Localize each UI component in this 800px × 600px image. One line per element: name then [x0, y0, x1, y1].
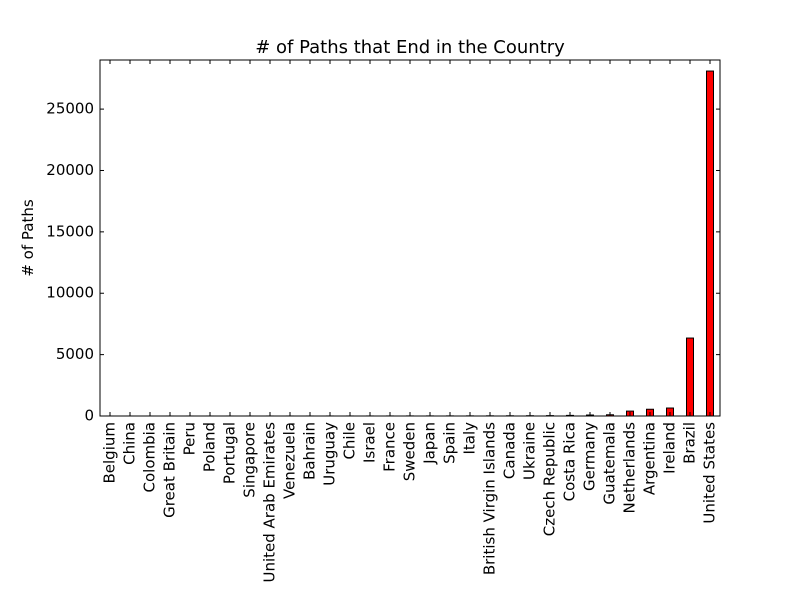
x-tick-label: Venezuela: [281, 422, 299, 499]
x-tick-label: Singapore: [241, 422, 259, 498]
tick-labels: Belgium China Colombia Great Britain Peru Pol…: [46, 100, 718, 583]
chart-title: # of Paths that End in the Country: [255, 37, 565, 58]
bar-brazil: [686, 337, 694, 417]
y-tick-label: 10000: [46, 284, 94, 302]
y-tick-label: 20000: [46, 161, 94, 179]
x-tick-label: Portugal: [221, 422, 239, 484]
x-tick-label: Guatemala: [601, 422, 619, 505]
x-tick-label: Japan: [421, 422, 439, 465]
x-tick-label: France: [381, 422, 399, 472]
x-tick-label: Poland: [201, 422, 219, 472]
x-tick-label: Ukraine: [521, 422, 539, 480]
x-tick-label: Colombia: [141, 422, 159, 493]
x-tick-label: Great Britain: [161, 422, 179, 518]
ticks: [100, 60, 720, 417]
y-tick-label: 0: [84, 407, 94, 425]
x-tick-label: Germany: [581, 422, 599, 491]
x-tick-label: Costa Rica: [561, 422, 579, 501]
x-tick-label: Spain: [441, 422, 459, 464]
x-tick-label: Czech Republic: [541, 422, 559, 536]
x-tick-label: Israel: [361, 422, 379, 463]
x-tick-label: Netherlands: [621, 422, 639, 514]
x-tick-label: United States: [701, 422, 719, 524]
x-tick-label: Argentina: [641, 422, 659, 495]
x-tick-label: United Arab Emirates: [261, 422, 279, 583]
y-tick-label: 15000: [46, 222, 94, 240]
bar-united-states: [706, 70, 714, 417]
plot-area: [99, 59, 721, 417]
x-tick-label: Canada: [501, 422, 519, 479]
x-tick-label: Ireland: [661, 422, 679, 474]
x-tick-label: British Virgin Islands: [481, 422, 499, 575]
y-tick-label: 25000: [46, 100, 94, 118]
x-tick-label: Bahrain: [301, 422, 319, 480]
plot-frame: [99, 59, 721, 417]
x-tick-label: Belgium: [101, 422, 119, 484]
y-axis-label: # of Paths: [19, 199, 37, 277]
bars: [106, 70, 714, 417]
x-tick-label: Peru: [181, 422, 199, 455]
y-tick-label: 5000: [56, 345, 94, 363]
x-tick-label: China: [121, 422, 139, 465]
x-tick-label: Brazil: [681, 422, 699, 464]
x-tick-label: Chile: [341, 422, 359, 460]
x-tick-label: Sweden: [401, 422, 419, 481]
x-tick-label: Italy: [461, 422, 479, 455]
x-tick-label: Uruguay: [321, 422, 339, 486]
